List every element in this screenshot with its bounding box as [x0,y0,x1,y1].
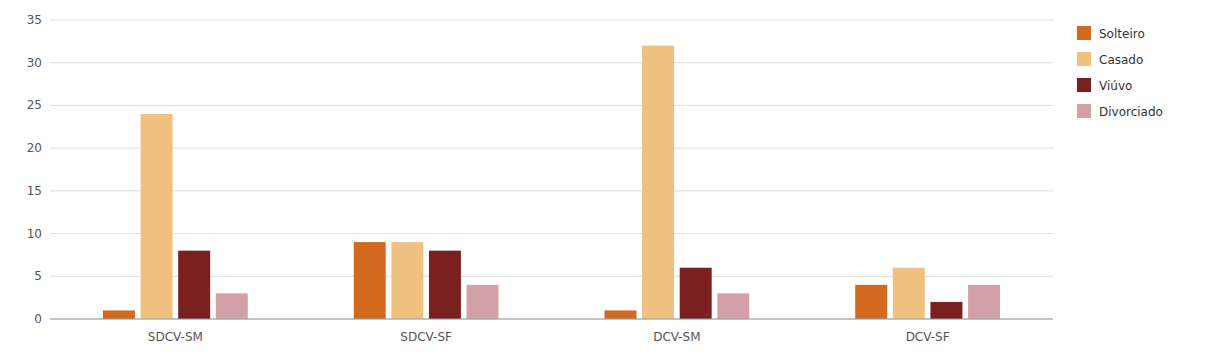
y-tick-label: 35 [27,13,42,27]
bar [604,310,636,319]
legend-swatch [1077,52,1091,66]
series [216,285,1000,319]
legend-swatch [1077,26,1091,40]
grid-line [50,190,1053,191]
legend-label: Viúvo [1099,79,1132,93]
y-tick-label: 25 [27,98,42,112]
y-axis: 0 5 10 15 20 25 30 35 [27,13,1053,326]
x-tick-label: DCV-SF [906,330,950,344]
bar [216,293,248,319]
x-axis: SDCV-SM SDCV-SF DCV-SM DCV-SF [50,319,1053,344]
bar [141,114,173,319]
x-tick-label: SDCV-SM [148,330,203,344]
x-tick-label: SDCV-SF [400,330,452,344]
bar [178,251,210,319]
grid-line [50,105,1053,106]
bar [680,268,712,319]
y-tick-label: 20 [27,141,42,155]
y-tick-label: 10 [27,227,42,241]
bar [429,251,461,319]
legend-label: Solteiro [1099,27,1145,41]
legend-label: Casado [1099,53,1143,67]
legend-label: Divorciado [1099,105,1163,119]
bar [467,285,499,319]
y-tick-label: 0 [34,312,42,326]
legend: Solteiro Casado Viúvo Divorciado [1077,26,1163,119]
chart-svg: 0 5 10 15 20 25 30 35 SDCV-SM SDCV-SF DCV-SM DCV-SF… [0,0,1223,359]
bar [930,302,962,319]
series [178,251,962,319]
chart-container: 0 5 10 15 20 25 30 35 SDCV-SM SDCV-SF DCV-SM DCV-SF… [0,0,1223,359]
bars [103,46,1000,319]
bar [391,242,423,319]
legend-swatch [1077,78,1091,92]
y-tick-label: 15 [27,184,42,198]
bar [717,293,749,319]
bar [354,242,386,319]
grid-line [50,319,1053,320]
series [141,46,925,319]
bar [893,268,925,319]
x-tick-label: DCV-SM [653,330,700,344]
y-tick-label: 30 [27,56,42,70]
grid-line [50,148,1053,149]
grid-line [50,20,1053,21]
bar [642,46,674,319]
grid-line [50,233,1053,234]
legend-swatch [1077,104,1091,118]
series [103,242,887,319]
bar [968,285,1000,319]
bar [855,285,887,319]
grid-line [50,62,1053,63]
y-tick-label: 5 [34,269,42,283]
bar [103,310,135,319]
x-axis-line [50,319,1053,320]
